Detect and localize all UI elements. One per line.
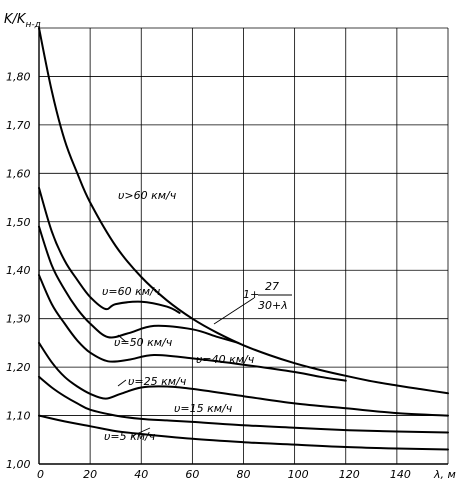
annotations: υ>60 км/ч υ=60 км/ч υ=50 км/ч υ=40 км/ч …: [4, 12, 456, 481]
y-tick-label: 1,40: [6, 264, 31, 277]
series-line-3: [38, 274, 347, 382]
y-axis-title-sub: н-д: [25, 20, 40, 30]
x-tick-label: 40: [134, 468, 148, 481]
y-axis-title: K/Kн-д: [4, 12, 41, 30]
series-line-0: [38, 27, 449, 395]
curves: [38, 27, 449, 451]
grid: [39, 27, 449, 464]
x-tick-label: 80: [237, 468, 251, 481]
leader-line-v5: [131, 427, 151, 437]
curve-label-v50: υ=50 км/ч: [114, 336, 173, 349]
series-line-1: [38, 186, 181, 314]
x-tick-label: 0: [37, 468, 44, 481]
y-tick-label: 1,10: [6, 410, 31, 423]
y-tick-label: 1,70: [6, 119, 31, 132]
curve-label-v25: υ=25 км/ч: [128, 375, 187, 388]
leader-lines: [117, 297, 255, 437]
x-tick-label: 20: [83, 468, 97, 481]
curve-label-v40: υ=40 км/ч: [196, 353, 255, 366]
axes: [38, 28, 448, 465]
leader-line-formula: [213, 297, 255, 325]
x-axis-title: λ, м: [433, 468, 456, 481]
formula-numerator: 27: [265, 280, 279, 293]
curve-label-v-over-60: υ>60 км/ч: [118, 189, 177, 202]
y-tick-label: 1,00: [6, 458, 31, 471]
leader-line-v25: [117, 379, 127, 387]
y-axis-title-main: K/K: [4, 12, 27, 27]
formula-denominator: 30+λ: [258, 299, 288, 312]
formula-annotation: 1+ 27 30+λ: [243, 280, 292, 312]
series-line-2: [38, 225, 240, 344]
curve-label-v60: υ=60 км/ч: [102, 285, 161, 298]
tick-labels: 0 20 40 60 80 100 120 140 1,00 1,10 1,20 1,30 1,40 1,…: [6, 70, 411, 481]
x-tick-label: 100: [288, 468, 309, 481]
y-tick-label: 1,60: [6, 167, 31, 180]
leader-line-v50: [117, 334, 127, 343]
y-tick-label: 1,20: [6, 361, 31, 374]
y-tick-label: 1,80: [6, 70, 31, 83]
y-tick-label: 1,30: [6, 313, 31, 326]
curve-label-v5: υ=5 км/ч: [104, 430, 156, 443]
curve-label-v15: υ=15 км/ч: [174, 402, 233, 415]
formula-prefix: 1+: [243, 288, 259, 301]
series-line-5: [38, 375, 449, 434]
x-tick-label: 120: [339, 468, 360, 481]
y-tick-label: 1,50: [6, 216, 31, 229]
series-line-6: [38, 414, 449, 451]
x-tick-label: 140: [390, 468, 411, 481]
x-tick-label: 60: [185, 468, 199, 481]
series-line-4: [38, 341, 449, 417]
